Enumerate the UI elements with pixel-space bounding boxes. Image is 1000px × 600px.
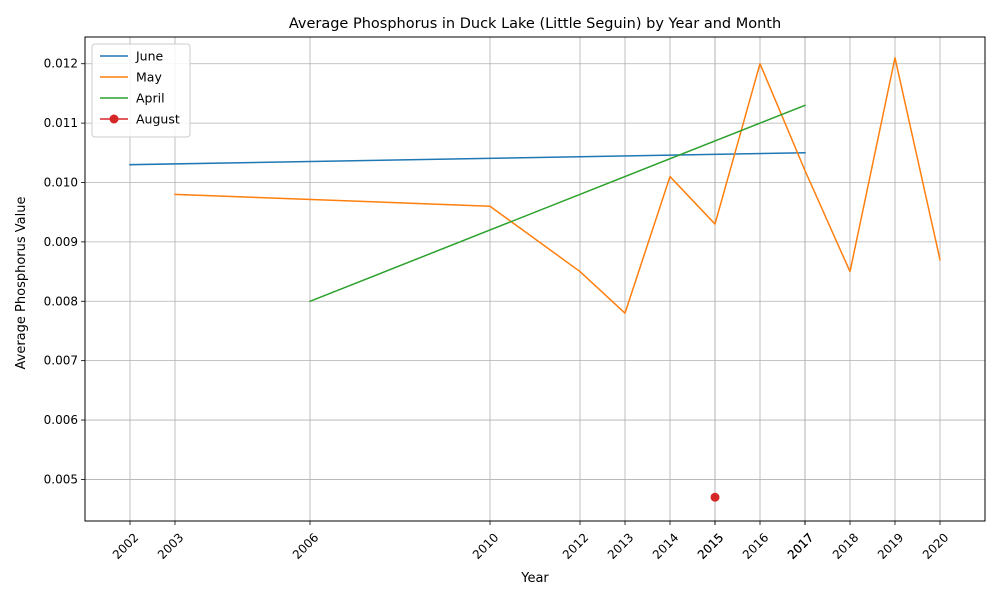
legend-box	[91, 43, 191, 138]
series-line-june	[129, 152, 806, 166]
legend-marker-august	[109, 114, 119, 124]
y-tick-label: 0.009	[44, 235, 78, 249]
x-tick-label: 2013	[605, 530, 636, 561]
x-tick-label: 2015	[695, 530, 726, 561]
y-tick-label: 0.007	[44, 354, 78, 368]
legend-label-june: June	[135, 49, 164, 64]
plot-area-frame	[84, 36, 986, 522]
x-tick-label: 2003	[155, 530, 186, 561]
legend: June May April August	[91, 43, 191, 138]
legend-label-august: August	[136, 112, 180, 127]
chart-title: Average Phosphorus in Duck Lake (Little …	[289, 16, 781, 32]
x-axis-label: Year	[520, 571, 549, 586]
data-point-august	[710, 492, 720, 502]
x-tick-label: 2006	[290, 530, 321, 561]
y-tick-label: 0.005	[44, 472, 78, 486]
x-tick-label: 2016	[740, 530, 771, 561]
x-tick-label: 2010	[470, 530, 501, 561]
legend-label-april: April	[136, 91, 165, 106]
series-line-may	[174, 57, 941, 314]
y-tick-label: 0.006	[44, 413, 78, 427]
x-tick-label: 2017	[785, 530, 816, 561]
x-tick-label: 2019	[875, 530, 906, 561]
x-tick-label: 2014	[650, 530, 681, 561]
series-lines	[129, 57, 941, 502]
x-tick-label: 2018	[830, 530, 861, 561]
y-tick-label: 0.011	[44, 116, 78, 130]
y-axis: 0.005 0.006 0.007 0.008 0.009 0.010 0.011 0.012	[44, 57, 85, 486]
y-tick-label: 0.008	[44, 294, 78, 308]
x-tick-label: 2020	[920, 530, 951, 561]
series-line-april	[309, 104, 806, 303]
x-tick-label: 2012	[560, 530, 591, 561]
y-tick-label: 0.012	[44, 57, 78, 71]
gridlines	[85, 37, 985, 521]
x-tick-label: 2002	[110, 530, 141, 561]
y-tick-label: 0.010	[44, 175, 78, 189]
y-axis-label: Average Phosphorus Value	[14, 197, 29, 370]
legend-label-may: May	[136, 70, 162, 85]
